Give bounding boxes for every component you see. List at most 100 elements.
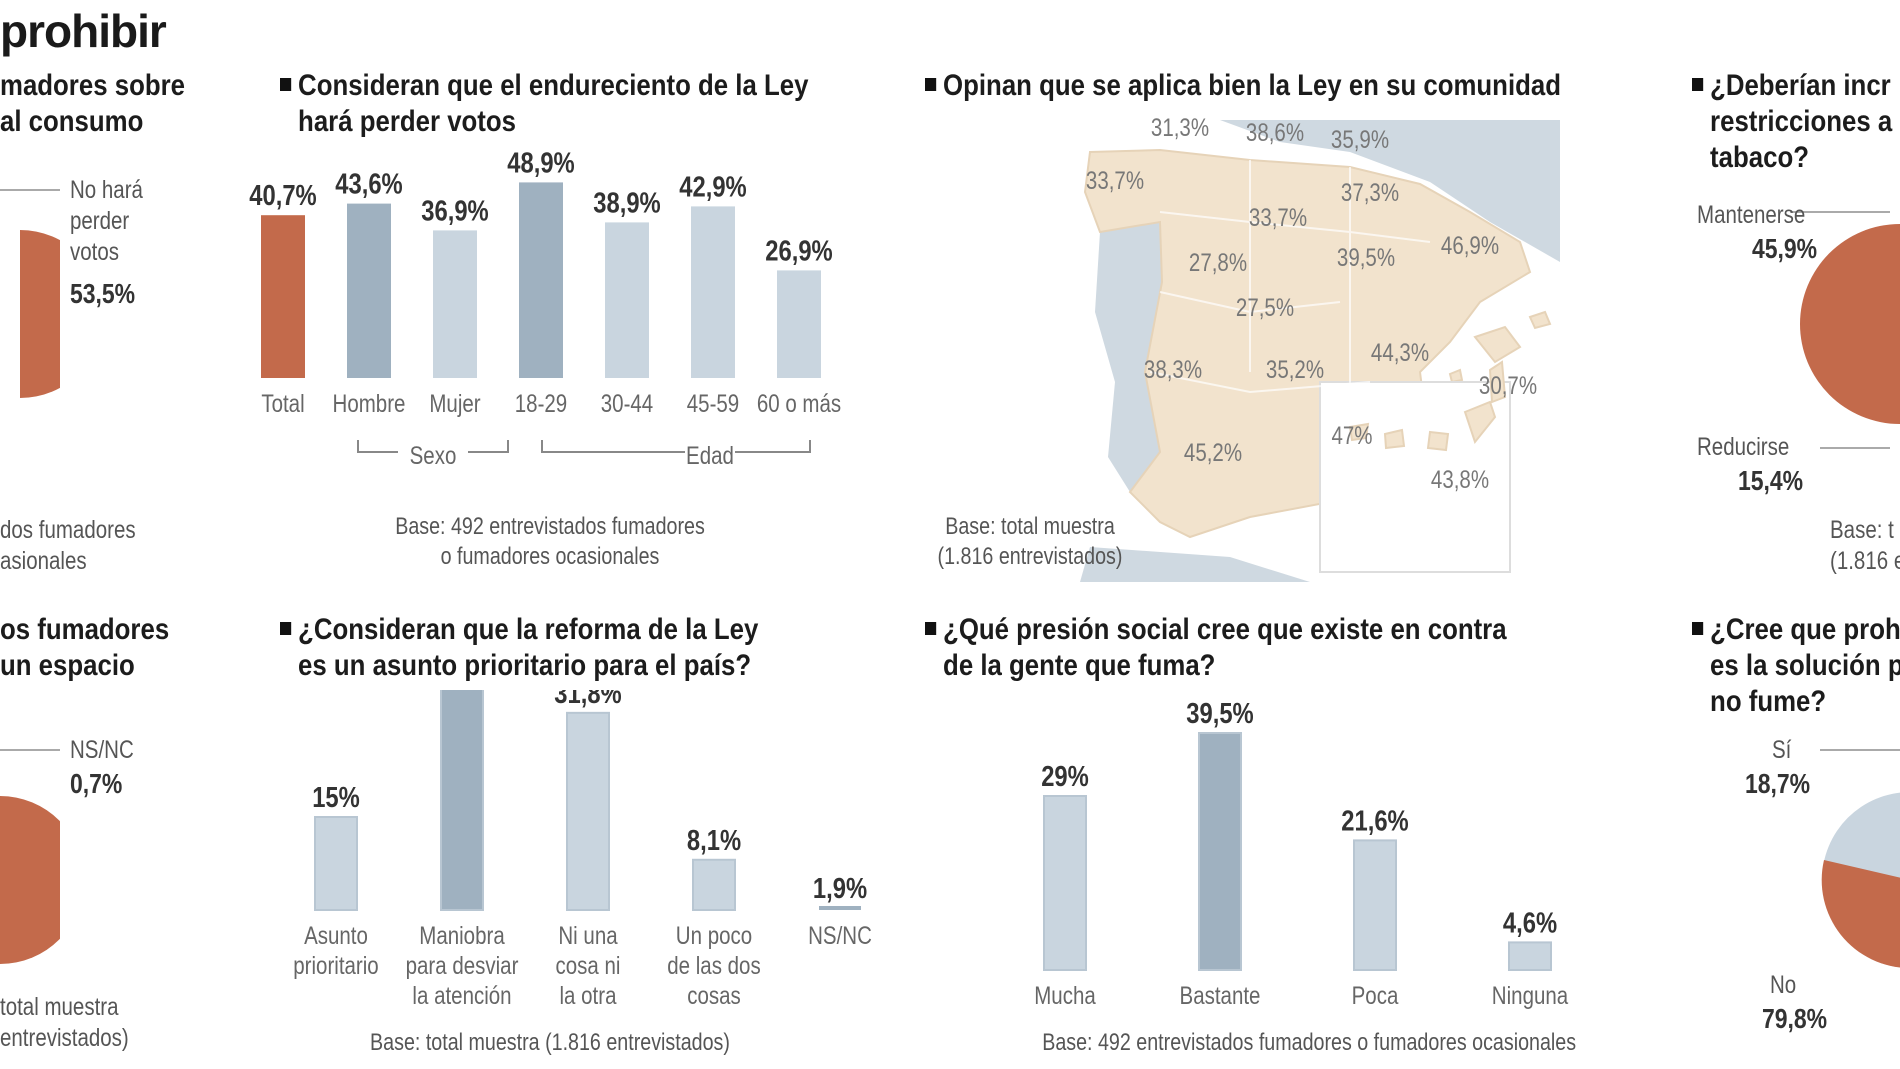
priority-chart-base: Base: total muestra (1.816 entrevistados… [370, 1029, 730, 1056]
map-portugal [1095, 222, 1162, 492]
category-label: Poca [1352, 981, 1399, 1009]
map-balearic-islands [1448, 310, 1552, 384]
left-pie-1-slice [20, 230, 60, 398]
left-pie-2-base-line: total muestra [0, 993, 119, 1021]
right-pie-2-label-top: Sí [1772, 736, 1792, 764]
map-region-value: 35,2% [1265, 356, 1325, 384]
map-region-value: 38,3% [1143, 356, 1203, 384]
bar [691, 206, 735, 378]
map-title: Opinan que se aplica bien la Ley en su c… [925, 68, 1561, 104]
left-pie-1-base-line: asionales [0, 547, 87, 575]
right-pie-1 [1790, 211, 1900, 449]
left-pie-2-label: NS/NC [70, 736, 134, 764]
bar [692, 858, 736, 911]
map-region-value: 45,2% [1183, 439, 1243, 467]
map-region-value: 35,9% [1330, 126, 1390, 154]
left-question-2: os fumadores un espacio [0, 612, 169, 684]
bar [261, 215, 305, 378]
bar-value-label: 4,6% [1503, 906, 1557, 939]
bar-value-label: 15% [312, 781, 360, 814]
map-canary-islands [1348, 360, 1507, 452]
left-question-2-line: un espacio [0, 649, 135, 682]
pressure-bar-chart: 29% Mucha 39,5% Bastante 21,6% Poca 4,6% Ningun… [1034, 697, 1568, 1010]
category-label: Mucha [1034, 981, 1096, 1009]
left-pie-1-label: No hará perder votos [70, 175, 143, 268]
right-pie-1-base-line: (1.816 e [1830, 547, 1900, 575]
map-title-text: Opinan que se aplica bien la Ley en su c… [943, 69, 1561, 102]
spain-map [1080, 120, 1560, 582]
page-title: prohibir [0, 5, 167, 57]
category-label: la atención [412, 981, 511, 1009]
bar [1198, 732, 1242, 971]
priority-chart-title-line: ¿Consideran que la reforma de la Ley [298, 613, 759, 646]
bar [433, 230, 477, 378]
map-region-value: 47% [1331, 422, 1373, 450]
right-question-1-line: tabaco? [1710, 141, 1809, 174]
left-question-1: madores sobre al consumo [0, 68, 185, 140]
bar [566, 711, 610, 912]
bar [1508, 941, 1552, 971]
bar-value-label: 21,6% [1341, 804, 1408, 837]
bar [314, 816, 358, 911]
left-question-1-line: al consumo [0, 105, 144, 138]
votes-chart-title-line: Consideran que el endureciento de la Ley [298, 69, 809, 102]
map-region-value: 27,8% [1188, 249, 1248, 277]
priority-chart-title-line: es un asunto prioritario para el país? [298, 649, 752, 682]
left-pie-1 [0, 189, 60, 398]
right-pie-1-base-line: Base: t [1830, 516, 1894, 544]
category-label: 60 o más [757, 389, 841, 417]
group-label-sexo: Sexo [410, 441, 457, 469]
category-label: de las dos [667, 951, 760, 979]
votes-chart-base: Base: 492 entrevistados fumadores o fuma… [378, 512, 722, 572]
bar [440, 690, 484, 911]
map-region-value: 39,5% [1336, 244, 1396, 272]
votes-bar-chart: 40,7% Total 43,6% Hombre 36,9% Mujer 48,9% 18-2… [249, 150, 841, 469]
right-pie-2-value-bottom: 79,8% [1762, 1003, 1828, 1034]
priority-chart-title: ¿Consideran que la reforma de la Ley es … [280, 612, 758, 684]
map-canary-inset [1319, 381, 1511, 573]
map-base: Base: total muestra (1.816 entrevistados… [923, 512, 1136, 572]
left-pie-2-value: 0,7% [70, 768, 123, 799]
right-pie-1-base: Base: t (1.816 e [1830, 515, 1900, 577]
bullet-square [280, 77, 292, 91]
map-region-value: 38,6% [1245, 119, 1305, 147]
right-question-2-line: ¿Cree que proh [1710, 613, 1900, 646]
category-label: Un poco [676, 921, 752, 949]
right-pie-1-value-bottom: 15,4% [1738, 465, 1804, 496]
bar-value-label: 39,5% [1186, 697, 1253, 730]
category-label: cosas [687, 981, 741, 1009]
bar [1043, 795, 1087, 971]
left-pie-1-base-line: dos fumadores [0, 516, 136, 544]
left-question-1-line: madores sobre [0, 69, 185, 102]
right-question-2: ¿Cree que proh es la solución p no fume? [1692, 612, 1900, 720]
left-pie-2-base-line: entrevistados) [0, 1024, 129, 1052]
right-question-1: ¿Deberían incr restricciones a tabaco? [1692, 68, 1892, 176]
bar-value-label: 8,1% [687, 824, 741, 857]
map-region-value: 44,3% [1370, 339, 1430, 367]
pressure-chart-title-line: de la gente que fuma? [943, 649, 1216, 682]
map-region-value: 31,3% [1150, 114, 1210, 142]
map-border [1149, 371, 1371, 394]
map-region-borders [1149, 160, 1431, 412]
edad-bracket-right [735, 440, 811, 453]
map-region-value: 43,8% [1430, 466, 1490, 494]
bar-value-label: 29% [1041, 760, 1089, 793]
right-pie-1-label-top: Mantenerse [1697, 201, 1806, 229]
bar-value-label: 31,8% [554, 690, 621, 709]
map-region-value: 46,9% [1440, 232, 1500, 260]
bullet-square [1692, 621, 1704, 635]
left-pie-1-label-line: votos [70, 238, 120, 266]
left-pie-2-slice [0, 796, 60, 964]
bullet-square [1692, 77, 1704, 91]
bar-value-label: 40,7% [249, 179, 316, 212]
category-label: Mujer [429, 389, 481, 417]
left-pie-1-value: 53,5% [70, 278, 136, 309]
right-question-2-line: no fume? [1710, 685, 1827, 718]
edad-bracket-left [541, 440, 685, 453]
left-pie-1-label-line: No hará [70, 176, 143, 204]
votes-chart-base-line: o fumadores ocasionales [440, 543, 660, 570]
bar-value-label: 48,9% [507, 150, 574, 179]
map-africa-land [1080, 547, 1310, 582]
bullet-square [280, 621, 292, 635]
